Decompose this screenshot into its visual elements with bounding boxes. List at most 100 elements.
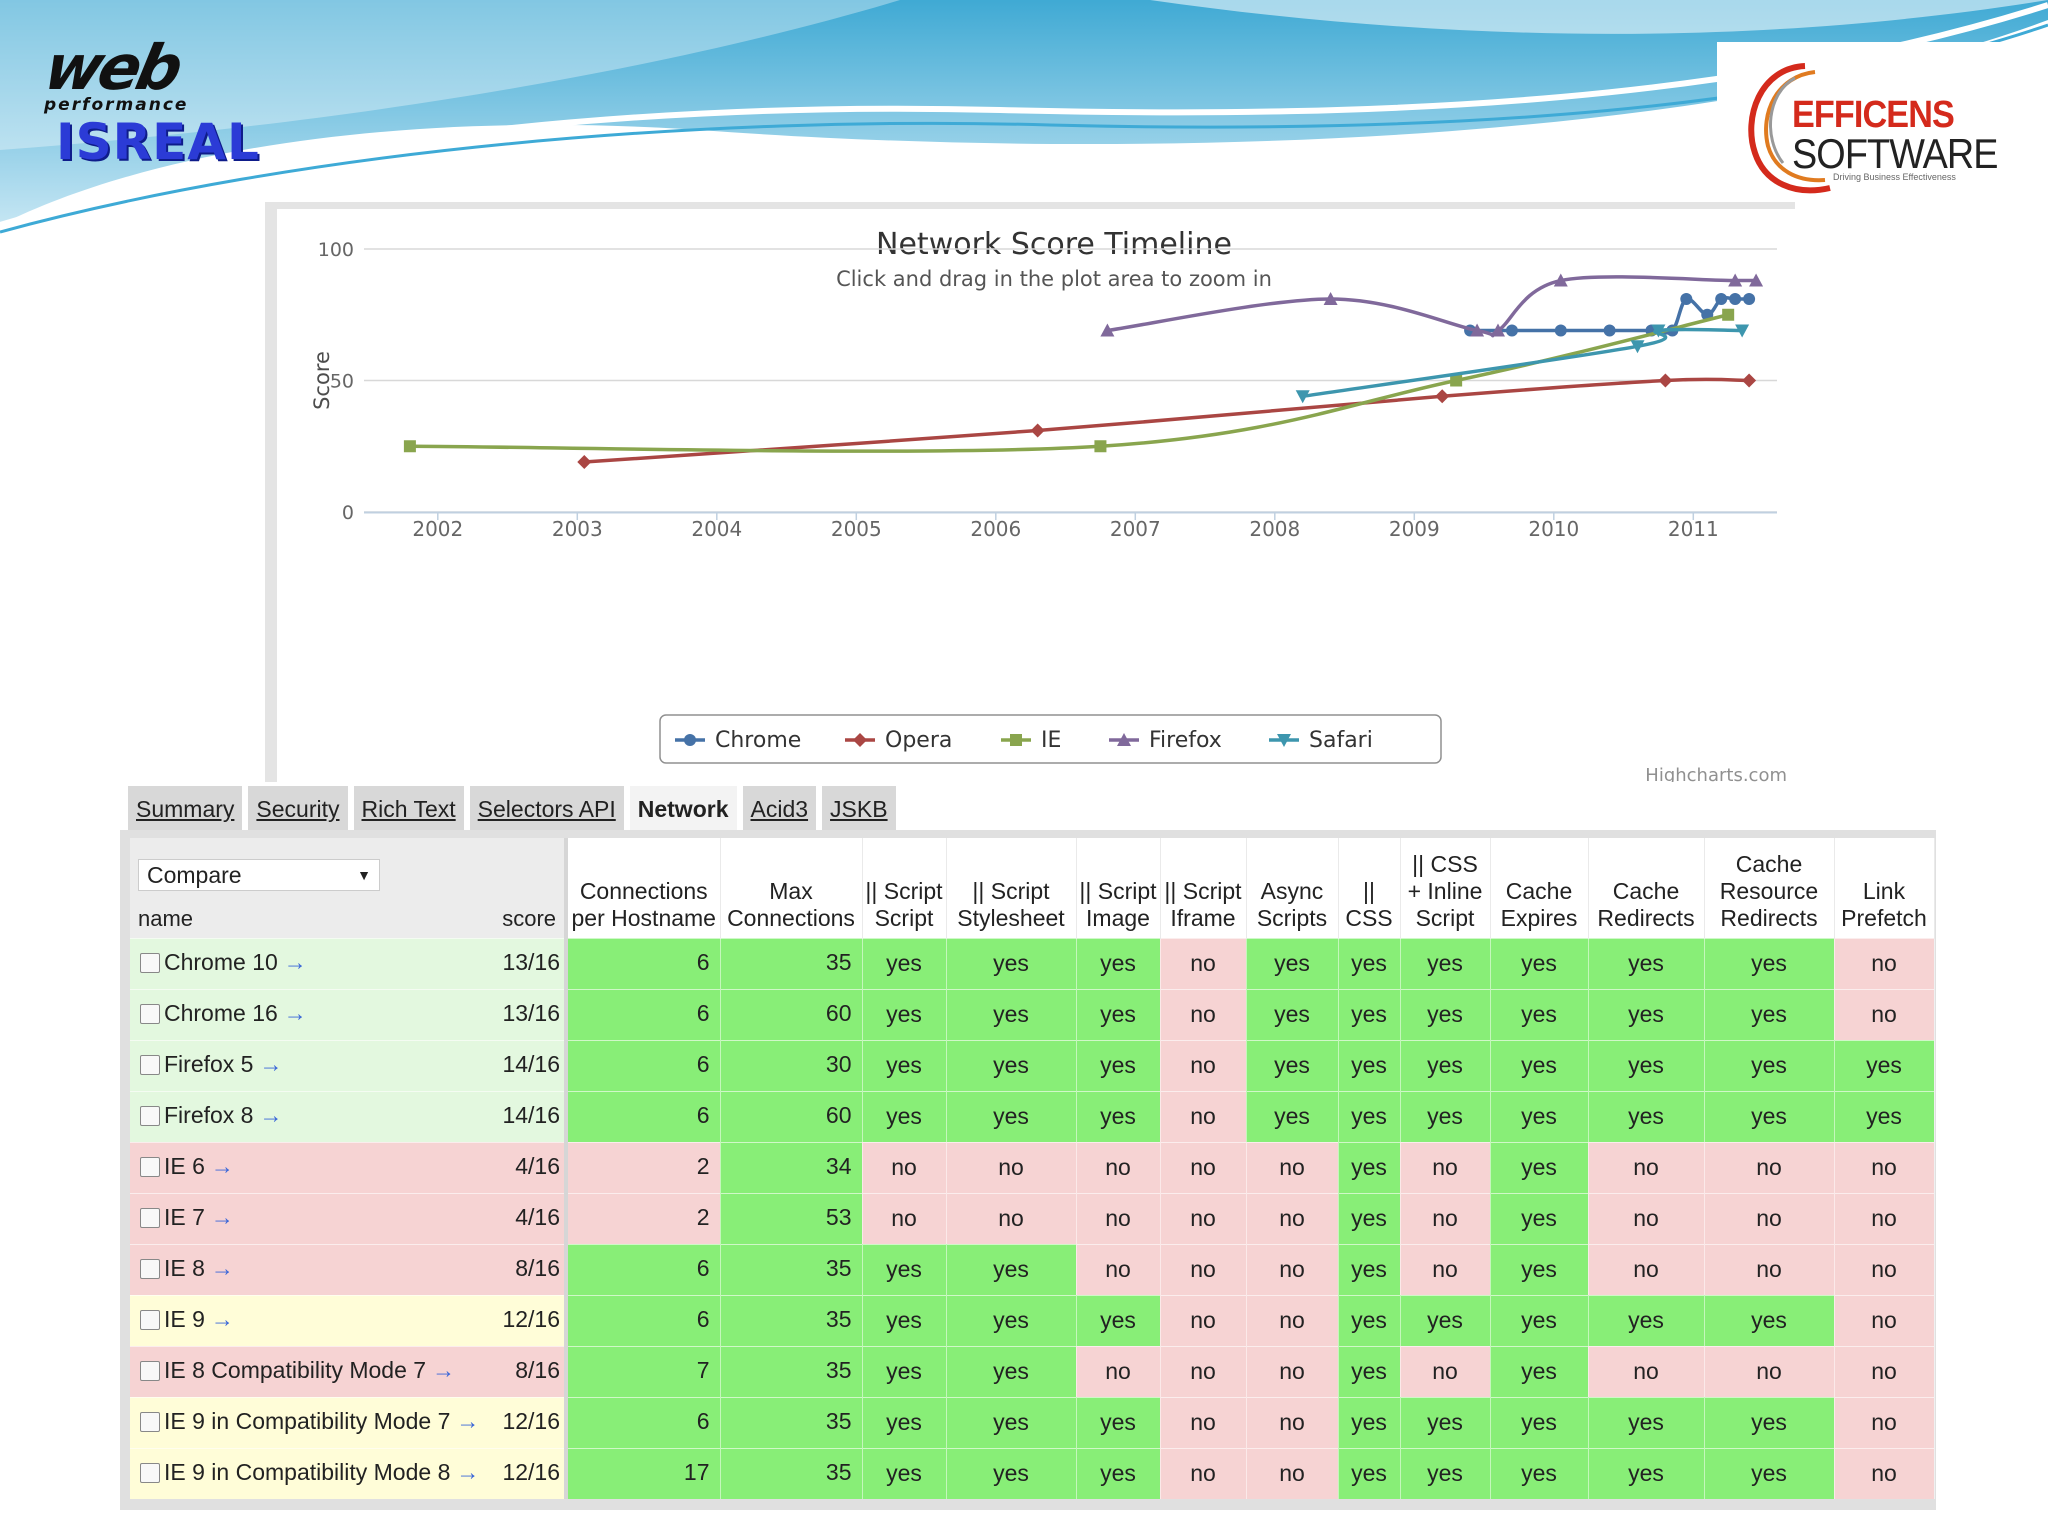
data-point-chrome[interactable] <box>1603 324 1616 337</box>
data-point-firefox[interactable] <box>1553 273 1568 287</box>
column-header[interactable]: Cache Resource Redirects <box>1704 838 1835 938</box>
series-opera[interactable] <box>577 373 1757 470</box>
data-point-opera[interactable] <box>1742 373 1757 388</box>
series-ie[interactable] <box>403 308 1735 453</box>
column-header[interactable]: || CSS + Inline Script <box>1400 838 1491 938</box>
chart-panel[interactable]: Network Score Timeline Click and drag in… <box>265 202 1795 782</box>
column-header[interactable]: || Script Iframe <box>1160 838 1247 938</box>
data-point-firefox[interactable] <box>1728 273 1743 287</box>
legend-item-ie[interactable]: IE <box>1001 728 1061 753</box>
compare-checkbox[interactable] <box>140 1411 160 1432</box>
arrow-right-icon[interactable]: → <box>456 1458 480 1485</box>
legend-item-firefox[interactable]: Firefox <box>1109 728 1222 753</box>
data-point-opera[interactable] <box>1030 423 1045 438</box>
column-header[interactable]: Cache Redirects <box>1588 838 1705 938</box>
legend-item-chrome[interactable]: Chrome <box>675 728 801 753</box>
column-header[interactable]: || Script Script <box>862 838 947 938</box>
data-point-chrome[interactable] <box>1680 292 1693 305</box>
compare-checkbox[interactable] <box>140 1105 160 1126</box>
compare-checkbox[interactable] <box>140 952 160 973</box>
arrow-right-icon[interactable]: → <box>432 1356 456 1383</box>
browser-name-cell: IE 8 Compatibility Mode 7 → 8/16 <box>130 1345 568 1397</box>
legend-marker-opera[interactable] <box>853 733 867 747</box>
arrow-right-icon[interactable]: → <box>283 948 307 975</box>
legend-label[interactable]: IE <box>1041 728 1061 753</box>
column-header[interactable]: || CSS <box>1338 838 1401 938</box>
data-point-ie[interactable] <box>1722 308 1735 321</box>
arrow-right-icon[interactable]: → <box>283 999 307 1026</box>
series-firefox[interactable] <box>1100 273 1764 338</box>
arrow-right-icon[interactable]: → <box>210 1254 234 1281</box>
legend-marker-safari[interactable] <box>1277 734 1291 747</box>
result-cell: no <box>1834 988 1935 1040</box>
data-point-firefox[interactable] <box>1491 323 1505 337</box>
result-cell: yes <box>1338 1243 1401 1295</box>
compare-select[interactable]: Compare ▼ <box>138 858 380 891</box>
arrow-right-icon[interactable]: → <box>456 1407 480 1434</box>
column-header[interactable]: || Script Image <box>1076 838 1161 938</box>
column-header[interactable]: Cache Expires <box>1490 838 1589 938</box>
data-point-firefox[interactable] <box>1749 273 1764 287</box>
legend-marker-chrome[interactable] <box>684 734 696 746</box>
data-point-safari[interactable] <box>1735 324 1750 338</box>
legend-label[interactable]: Firefox <box>1149 728 1222 753</box>
data-point-opera[interactable] <box>577 455 592 470</box>
tab-network[interactable]: Network <box>629 786 737 830</box>
data-point-chrome[interactable] <box>1729 292 1742 305</box>
data-point-chrome[interactable] <box>1505 324 1518 337</box>
column-header[interactable]: Async Scripts <box>1246 838 1339 938</box>
data-point-opera[interactable] <box>1658 373 1673 388</box>
data-point-safari[interactable] <box>1651 324 1666 338</box>
data-point-ie[interactable] <box>403 440 416 453</box>
tab-acid3[interactable]: Acid3 <box>742 786 817 830</box>
compare-checkbox[interactable] <box>140 1309 160 1330</box>
tab-security[interactable]: Security <box>248 786 348 830</box>
column-header[interactable]: Link Prefetch <box>1834 838 1935 938</box>
column-header[interactable]: Connections per Hostname <box>566 838 721 938</box>
legend-label[interactable]: Safari <box>1309 728 1373 753</box>
data-point-firefox[interactable] <box>1470 323 1485 337</box>
column-header[interactable]: || Script Stylesheet <box>946 838 1077 938</box>
data-point-ie[interactable] <box>1450 374 1463 387</box>
legend-item-safari[interactable]: Safari <box>1269 728 1373 753</box>
tab-jskb[interactable]: JSKB <box>822 786 896 830</box>
data-point-firefox[interactable] <box>1100 323 1115 337</box>
legend-label[interactable]: Chrome <box>715 728 801 753</box>
arrow-right-icon[interactable]: → <box>259 1101 283 1128</box>
arrow-right-icon[interactable]: → <box>210 1152 234 1179</box>
compare-checkbox[interactable] <box>140 1207 160 1228</box>
legend-marker-firefox[interactable] <box>1117 733 1131 746</box>
chart-legend[interactable]: Chrome Opera IE Firefox Safari <box>659 714 1442 764</box>
legend-marker-ie[interactable] <box>1010 734 1022 746</box>
data-point-chrome[interactable] <box>1715 292 1728 305</box>
data-point-opera[interactable] <box>1435 389 1450 404</box>
arrow-right-icon[interactable]: → <box>210 1305 234 1332</box>
column-header[interactable]: Max Connections <box>720 838 863 938</box>
arrow-right-icon[interactable]: → <box>210 1203 234 1230</box>
tab-summary[interactable]: Summary <box>128 786 243 830</box>
compare-checkbox[interactable] <box>140 1462 160 1483</box>
chart-credits[interactable]: Highcharts.com <box>1645 765 1787 782</box>
compare-checkbox[interactable] <box>140 1258 160 1279</box>
series-line-safari[interactable] <box>1302 327 1743 399</box>
tab-selectors-api[interactable]: Selectors API <box>469 786 624 830</box>
data-point-safari[interactable] <box>1630 340 1645 354</box>
compare-checkbox[interactable] <box>140 1003 160 1024</box>
series-safari[interactable] <box>1295 324 1750 404</box>
data-point-chrome[interactable] <box>1554 324 1567 337</box>
compare-checkbox[interactable] <box>140 1360 160 1381</box>
score-header[interactable]: score <box>502 905 556 931</box>
data-point-ie[interactable] <box>1094 440 1107 453</box>
data-point-safari[interactable] <box>1295 390 1310 404</box>
data-point-firefox[interactable] <box>1323 291 1338 305</box>
legend-label[interactable]: Opera <box>885 728 952 753</box>
tab-rich-text[interactable]: Rich Text <box>353 786 464 830</box>
arrow-right-icon[interactable]: → <box>259 1050 283 1077</box>
legend-item-opera[interactable]: Opera <box>845 728 952 753</box>
compare-checkbox[interactable] <box>140 1156 160 1177</box>
data-point-chrome[interactable] <box>1743 292 1756 305</box>
series-line-ie[interactable] <box>409 313 1729 453</box>
compare-checkbox[interactable] <box>140 1054 160 1075</box>
name-header[interactable]: name <box>138 905 194 931</box>
network-score-chart[interactable]: Network Score Timeline Click and drag in… <box>277 209 1795 782</box>
